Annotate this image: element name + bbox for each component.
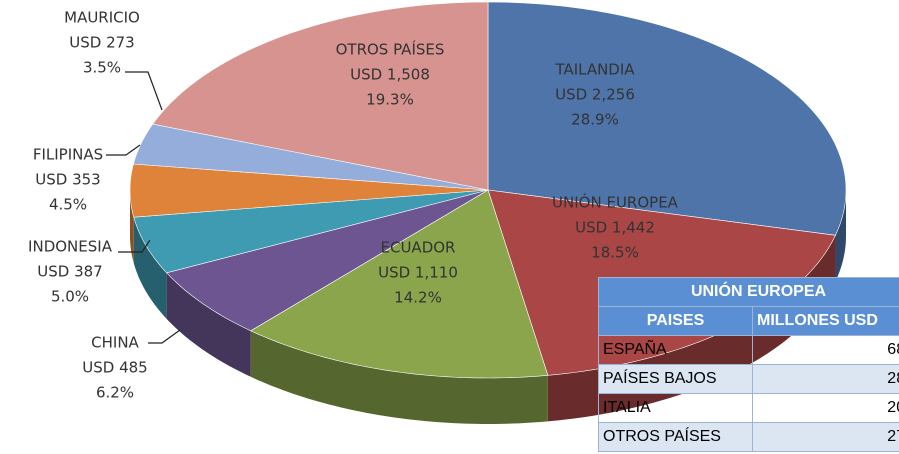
table-title: UNIÓN EUROPEA [598,277,899,307]
table-grid: UNIÓN EUROPEA PAISES MILLONES USD ESPAÑA 6… [598,277,899,452]
cell: PAÍSES BAJOS [598,364,753,394]
slice [487,1,847,236]
table: UNIÓN EUROPEA PAISES MILLONES USD ESPAÑA 6… [598,277,899,454]
cell: ESPAÑA [598,335,753,365]
percent-label: 5.0% [51,288,89,306]
percent-label: 4.5% [49,196,87,214]
slice [166,189,489,332]
value-label: USD 1,508 [350,66,430,84]
slice-side [133,217,167,319]
cell: 274 [752,422,899,452]
table-header: MILLONES USD [752,306,899,336]
slice-label: ECUADOR [381,239,456,257]
cell: OTROS PAÍSES [598,422,753,452]
cell: 682 [752,335,899,365]
leader-line [118,239,151,253]
slice-label: INDONESIA [28,238,113,256]
percent-label: 19.3% [366,91,414,109]
value-label: USD 1,442 [575,219,655,237]
slice-label: MAURICIO [64,9,140,27]
percent-label: 3.5% [83,59,121,77]
cell: ITALIA [598,393,753,423]
value-label: USD 1,110 [378,264,458,282]
slice [133,123,489,191]
slice [250,189,549,379]
value-label: USD 387 [37,263,102,281]
value-label: USD 2,256 [555,86,635,104]
slice [152,1,489,191]
percent-label: 18.5% [591,244,639,262]
value-label: USD 273 [69,34,134,52]
percent-label: 14.2% [394,289,442,307]
slice [129,163,489,218]
slice-side [250,330,548,424]
value-label: USD 485 [82,359,147,377]
slice-label: TAILANDIA [554,61,635,79]
table-header: PAISES [598,306,753,336]
slice-label: FILIPINAS [33,146,103,164]
leader-line [148,329,181,344]
value-label: USD 353 [35,171,100,189]
cell: 205 [752,393,899,423]
slice-side [130,190,134,264]
slice-label: OTROS PAÍSES [336,40,445,59]
percent-label: 6.2% [96,384,134,402]
cell: 281 [752,364,899,394]
percent-label: 28.9% [571,111,619,129]
leader-line [125,71,163,111]
leader-line [106,144,141,156]
slice-label: UNIÓN EUROPEA [552,193,679,212]
slice-label: CHINA [91,334,139,352]
slice-side [166,272,251,377]
